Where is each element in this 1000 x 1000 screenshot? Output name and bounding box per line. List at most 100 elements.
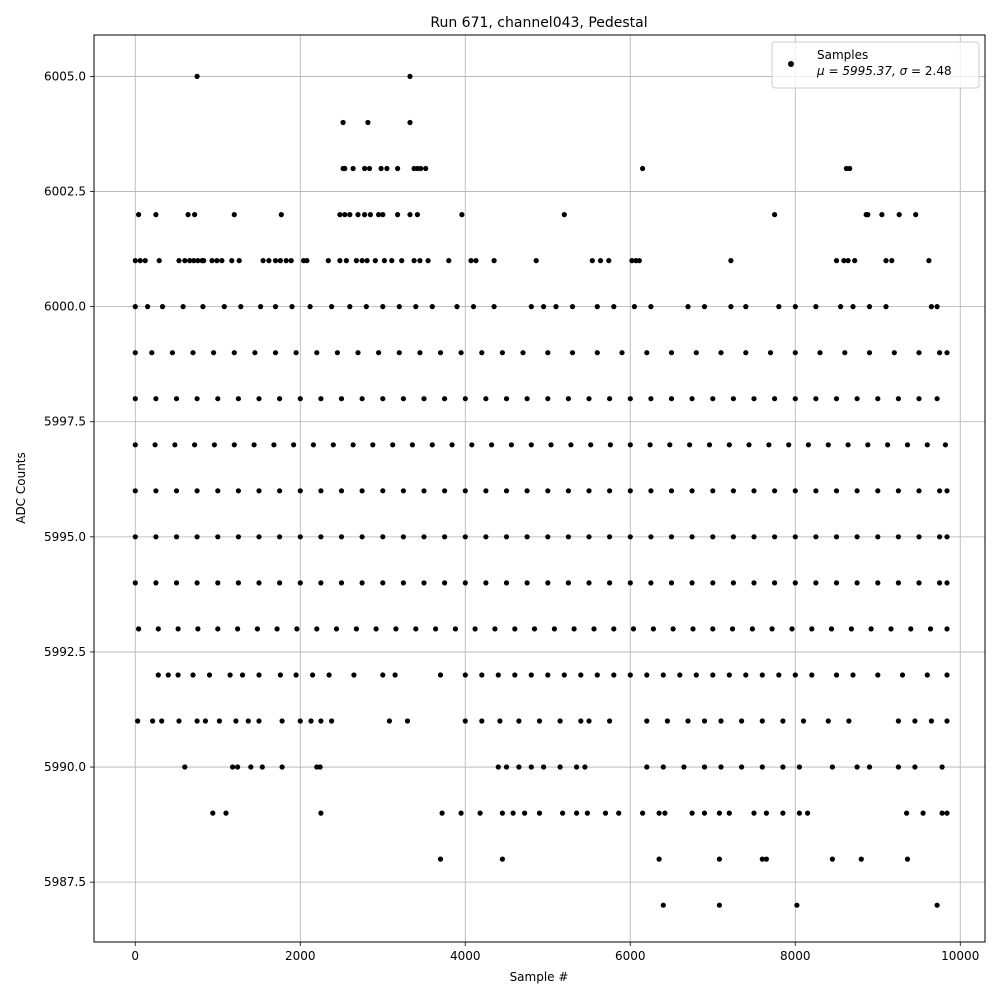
data-point <box>380 304 386 310</box>
data-point <box>548 442 554 448</box>
data-point <box>813 488 819 494</box>
data-point <box>644 350 650 356</box>
data-point <box>156 258 162 264</box>
data-point <box>668 350 675 356</box>
data-point <box>670 626 676 632</box>
data-point <box>833 396 840 402</box>
data-point <box>759 856 765 862</box>
data-point <box>235 764 241 770</box>
data-point <box>616 810 622 816</box>
data-point <box>718 764 724 770</box>
data-point <box>495 672 501 678</box>
x-tick-label: 8000 <box>780 949 811 963</box>
data-point <box>231 350 237 356</box>
data-point <box>359 396 365 402</box>
data-point <box>545 534 551 540</box>
data-point <box>211 442 217 448</box>
data-point <box>805 810 811 816</box>
data-point <box>149 350 155 356</box>
data-point <box>256 396 262 402</box>
data-point <box>503 580 510 586</box>
data-point <box>524 488 530 494</box>
data-point <box>483 396 489 402</box>
legend-label: Samples <box>817 48 868 62</box>
data-point <box>565 488 572 494</box>
data-point <box>656 856 662 862</box>
data-point <box>578 672 584 678</box>
data-point <box>934 396 940 402</box>
data-point <box>351 672 357 678</box>
data-point <box>437 856 444 862</box>
data-point <box>743 304 749 310</box>
data-point <box>380 396 386 402</box>
data-point <box>219 258 225 264</box>
data-point <box>817 350 823 356</box>
data-point <box>206 672 213 678</box>
data-point <box>421 580 427 586</box>
data-point <box>254 626 260 632</box>
data-point <box>380 534 386 540</box>
data-point <box>710 488 716 494</box>
data-point <box>340 119 346 126</box>
data-point <box>805 442 812 448</box>
data-point <box>417 258 423 264</box>
data-point <box>423 165 429 172</box>
data-point <box>479 350 485 356</box>
data-point <box>528 442 534 448</box>
data-point <box>545 672 551 678</box>
data-point <box>277 488 283 494</box>
data-point <box>879 212 885 218</box>
data-point <box>187 258 193 264</box>
data-point <box>367 212 373 218</box>
data-point <box>664 718 671 724</box>
data-point <box>425 258 431 264</box>
data-point <box>937 580 943 586</box>
data-point <box>627 580 633 586</box>
data-point <box>462 534 468 540</box>
data-point <box>586 580 592 586</box>
data-point <box>194 534 200 540</box>
legend-box <box>771 41 980 89</box>
data-point <box>297 488 303 494</box>
data-point <box>153 580 159 586</box>
data-point <box>551 626 558 632</box>
data-point <box>660 902 666 908</box>
data-point <box>594 672 600 678</box>
data-point <box>396 304 402 310</box>
data-point <box>365 119 371 126</box>
data-point <box>231 212 237 218</box>
data-point <box>531 626 538 632</box>
data-point <box>350 165 356 172</box>
data-point <box>854 534 860 540</box>
data-point <box>145 304 151 310</box>
data-point <box>528 764 534 770</box>
data-point <box>176 718 182 724</box>
data-point <box>458 810 464 816</box>
legend-stats-prefix: μ = 5995.37, <box>816 64 900 78</box>
data-point <box>252 350 258 356</box>
data-point <box>372 258 378 264</box>
data-point <box>594 350 600 356</box>
data-point <box>648 534 654 540</box>
data-point <box>288 258 294 264</box>
data-point <box>895 718 902 724</box>
legend-stats-sigma: σ <box>900 64 908 78</box>
data-point <box>647 442 653 448</box>
data-point <box>353 626 359 632</box>
data-point <box>662 810 668 816</box>
data-point <box>813 580 819 586</box>
data-point <box>473 258 479 264</box>
data-point <box>574 764 580 770</box>
data-point <box>896 212 902 218</box>
data-point <box>180 304 186 310</box>
data-point <box>796 810 803 816</box>
data-point <box>569 350 576 356</box>
data-point <box>937 488 943 494</box>
data-point <box>916 488 922 494</box>
data-point <box>852 258 858 264</box>
data-point <box>912 764 918 770</box>
data-point <box>318 810 324 816</box>
data-point <box>390 442 396 448</box>
data-point <box>366 165 373 172</box>
